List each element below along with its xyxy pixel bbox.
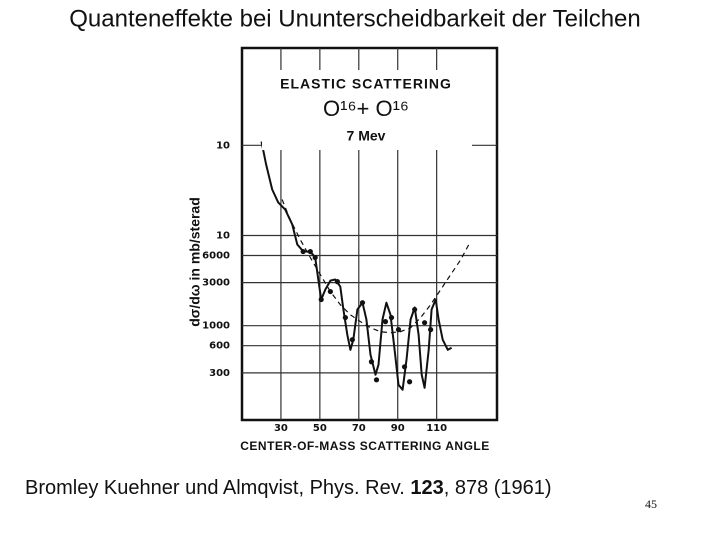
citation-text: , 878 (1961) — [444, 477, 552, 499]
data-point — [318, 296, 324, 303]
y-tick-label: 10 — [216, 140, 230, 151]
chart-subtitle: O¹⁶+ O¹⁶ — [323, 96, 409, 121]
data-point — [395, 327, 402, 333]
data-point — [368, 359, 375, 365]
data-point — [349, 337, 355, 343]
citation-volume: 123 — [410, 477, 443, 499]
label-box — [262, 70, 472, 150]
data-point — [334, 279, 340, 285]
data-point — [428, 327, 434, 333]
y-tick-label: 1000 — [202, 321, 230, 332]
data-point — [312, 254, 318, 261]
data-point — [373, 377, 380, 383]
y-tick-label: 3000 — [202, 278, 230, 289]
annotation: 7 Mev — [347, 128, 386, 144]
page-number: 45 — [645, 497, 657, 511]
data-point — [300, 248, 306, 255]
theory-curve — [281, 199, 470, 334]
x-tick-label: 90 — [391, 423, 405, 434]
x-tick-label: 70 — [352, 423, 366, 434]
data-point — [327, 288, 333, 295]
data-point — [388, 314, 395, 321]
data-point — [307, 248, 313, 255]
y-tick-label: 6000 — [202, 251, 230, 262]
x-axis-label: CENTER-OF-MASS SCATTERING ANGLE — [240, 439, 490, 453]
slide-title: Quanteneffekte bei Ununterscheidbarkeit … — [69, 5, 641, 32]
y-tick-label: 10 — [216, 231, 230, 242]
y-axis-label: dσ/dω in mb/sterad — [187, 197, 203, 327]
data-point — [359, 300, 366, 306]
x-tick-label: 50 — [313, 423, 327, 434]
data-point — [401, 364, 408, 370]
x-tick-label: 110 — [426, 423, 447, 434]
x-tick-label: 30 — [274, 423, 288, 434]
chart-title: ELASTIC SCATTERING — [280, 76, 452, 92]
data-point — [412, 306, 418, 313]
data-point — [421, 320, 428, 326]
y-tick-label: 300 — [209, 368, 230, 379]
y-tick-label: 600 — [209, 341, 230, 352]
data-point — [406, 379, 413, 385]
data-point — [382, 319, 389, 325]
citation-text: Bromley Kuehner und Almqvist, Phys. Rev. — [25, 477, 410, 499]
citation: Bromley Kuehner und Almqvist, Phys. Rev.… — [25, 477, 552, 499]
data-point — [342, 314, 348, 321]
